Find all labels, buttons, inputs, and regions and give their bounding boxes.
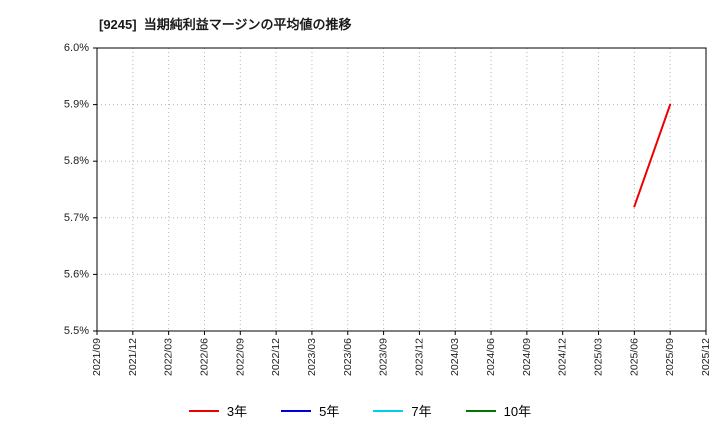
x-tick-label: 2024/03 [449, 338, 461, 376]
legend-line-swatch [188, 409, 219, 412]
x-tick-label: 2025/12 [700, 338, 712, 376]
x-tick-label: 2025/06 [628, 338, 640, 376]
x-tick-label: 2025/09 [664, 338, 676, 376]
x-tick-label: 2023/09 [378, 338, 390, 376]
legend-item-7年: 7年 [373, 401, 432, 420]
y-tick-label: 5.8% [64, 155, 89, 167]
plot-border [96, 47, 707, 332]
legend-line-swatch [465, 409, 496, 412]
x-tick-label: 2022/09 [234, 338, 246, 376]
legend-line-swatch [373, 409, 404, 412]
y-tick-label: 5.5% [64, 325, 89, 337]
chart-title: [9245] 当期純利益マージンの平均値の推移 [99, 17, 352, 32]
x-tick-label: 2023/03 [306, 338, 318, 376]
legend-label: 3年 [226, 404, 248, 419]
x-tick-label: 2024/09 [521, 338, 533, 376]
legend: 3年 5年 7年 10年 [0, 401, 720, 420]
x-tick-label: 2023/12 [413, 338, 425, 376]
legend-label: 5年 [319, 404, 340, 419]
x-tick-label: 2023/06 [342, 338, 354, 376]
y-tick-label: 6.0% [64, 42, 89, 54]
x-tick-label: 2022/06 [198, 338, 210, 376]
x-tick-label: 2022/12 [270, 338, 282, 376]
legend-item-10年: 10年 [465, 401, 532, 420]
x-tick-label: 2021/09 [91, 338, 103, 376]
legend-item-3年: 3年 [188, 401, 248, 420]
x-tick-label: 2025/03 [593, 338, 605, 376]
x-tick-label: 2022/03 [163, 338, 175, 376]
y-tick-label: 5.6% [64, 268, 89, 280]
x-tick-label: 2021/12 [127, 338, 139, 376]
x-tick-label: 2024/12 [557, 338, 569, 376]
legend-label: 7年 [411, 404, 432, 419]
legend-item-5年: 5年 [281, 401, 339, 420]
legend-line-swatch [281, 409, 312, 412]
y-tick-label: 5.7% [64, 212, 89, 224]
legend-label: 10年 [503, 404, 532, 419]
series-line-3年 [633, 103, 672, 208]
x-tick-label: 2024/06 [485, 338, 497, 376]
y-tick-label: 5.9% [64, 99, 89, 111]
